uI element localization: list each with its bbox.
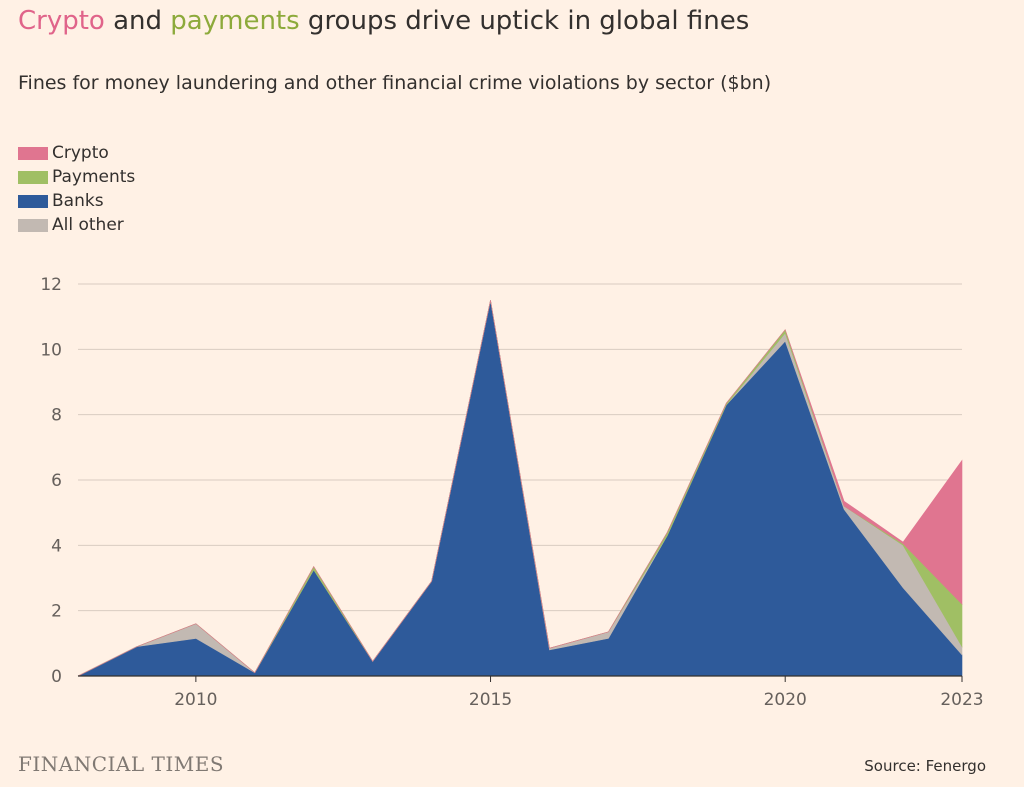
y-tick-label-10: 10 (40, 340, 62, 360)
title-and: and (104, 6, 171, 36)
legend-label-banks: Banks (52, 191, 104, 211)
legend-item-banks: Banks (18, 189, 135, 213)
chart-subtitle: Fines for money laundering and other fin… (18, 72, 772, 94)
legend-label-payments: Payments (52, 167, 136, 187)
legend-item-payments: Payments (18, 165, 135, 189)
legend-swatch-banks (18, 194, 48, 208)
ft-logo: FINANCIAL TIMES (18, 752, 225, 776)
y-tick-label-2: 2 (51, 602, 62, 622)
legend-swatch-payments (18, 170, 48, 184)
title-rest: groups drive uptick in global fines (299, 6, 750, 36)
y-tick-label-0: 0 (51, 667, 62, 687)
x-tick-label-2023: 2023 (940, 690, 983, 710)
legend-item-other: All other (18, 213, 135, 237)
x-tick-label-2015: 2015 (469, 690, 512, 710)
legend: Crypto Payments Banks All other (18, 141, 135, 237)
title-crypto: Crypto (18, 6, 105, 36)
legend-swatch-other (18, 218, 48, 232)
legend-swatch-crypto (18, 146, 48, 160)
x-tick-label-2020: 2020 (764, 690, 807, 710)
y-tick-label-6: 6 (51, 471, 62, 491)
area-crypto (77, 300, 963, 677)
legend-label-crypto: Crypto (52, 143, 109, 163)
y-tick-label-12: 12 (40, 275, 62, 295)
title-payments: payments (170, 6, 300, 36)
y-tick-label-4: 4 (51, 536, 62, 556)
chart-title: Crypto and payments groups drive uptick … (18, 4, 749, 38)
x-tick-label-2010: 2010 (174, 690, 217, 710)
source-note: Source: Fenergo (864, 757, 986, 775)
legend-label-other: All other (52, 215, 124, 235)
area-banks (77, 300, 963, 677)
legend-item-crypto: Crypto (18, 141, 135, 165)
y-tick-label-8: 8 (51, 406, 62, 426)
